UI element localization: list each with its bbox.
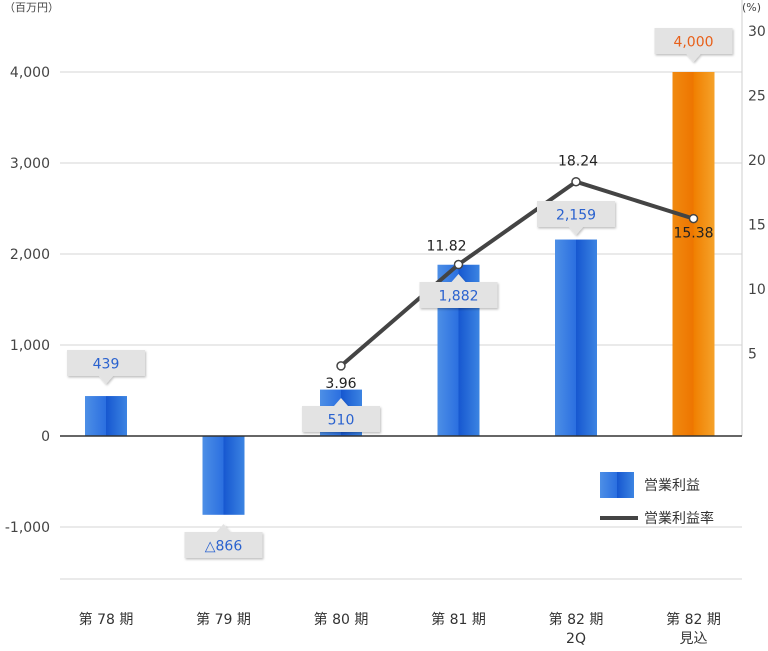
- left-axis-tick-label: 4,000: [10, 65, 50, 81]
- category-sublabel: 2Q: [566, 631, 586, 646]
- callout-box: [419, 274, 498, 308]
- category-label: 第 81 期: [431, 611, 486, 628]
- bar-value-callout: 1,882: [419, 274, 498, 308]
- bar-value-callout: 2,159: [537, 201, 615, 235]
- left-axis-tick-label: 0: [41, 429, 50, 445]
- bar-value-label: 4,000: [673, 35, 713, 51]
- rate-point: [336, 361, 346, 371]
- category-label: 第 80 期: [314, 611, 369, 628]
- left-axis-tick-label: -1,000: [5, 520, 50, 536]
- callout-box: [654, 28, 733, 62]
- category-label: 第 79 期: [196, 611, 251, 628]
- left-axis-tick-label: 2,000: [10, 247, 50, 263]
- right-axis-unit: (%): [742, 1, 761, 14]
- bar-value-label: △866: [205, 539, 243, 555]
- category-label: 第 78 期: [79, 611, 134, 628]
- bar-value-label: 1,882: [438, 289, 478, 305]
- rate-point: [688, 213, 699, 224]
- legend-line-label: 営業利益率: [644, 510, 714, 527]
- bar: [202, 436, 245, 515]
- bar: [85, 396, 127, 436]
- rate-point: [571, 176, 581, 187]
- right-axis-tick-label: 25: [748, 89, 766, 105]
- rate-line: [339, 179, 695, 368]
- rate-value-label: 3.96: [325, 376, 356, 392]
- callout-box: [184, 524, 263, 558]
- bar: [555, 239, 597, 436]
- category-label: 第 82 期: [549, 611, 604, 628]
- legend-bar-swatch: [600, 472, 634, 498]
- right-axis-tick-label: 5: [748, 347, 757, 363]
- left-axis-unit: （百万円）: [4, 1, 59, 14]
- category-sublabel: 見込: [680, 631, 708, 646]
- bar-forecast: [672, 72, 715, 436]
- right-axis-tick-label: 20: [748, 153, 766, 169]
- left-axis-tick-label: 3,000: [10, 156, 50, 172]
- callout-box: [537, 201, 615, 235]
- bar-value-callout: 510: [302, 398, 380, 432]
- right-axis-tick-label: 30: [748, 24, 766, 40]
- right-axis-tick-label: 15: [748, 218, 766, 234]
- bar-value-label: 2,159: [556, 208, 596, 224]
- bar-value-callout: △866: [184, 524, 263, 558]
- bar-value-label: 439: [93, 357, 120, 373]
- bar-value-label: 510: [328, 413, 355, 429]
- rate-value-label: 18.24: [558, 154, 598, 170]
- rate-value-label: 15.38: [673, 226, 713, 242]
- rate-point: [453, 259, 464, 270]
- category-label: 第 82 期: [666, 611, 721, 628]
- right-axis-tick-label: 10: [748, 282, 766, 298]
- callout-box: [67, 350, 145, 384]
- callout-box: [302, 398, 380, 432]
- legend-bar-label: 営業利益: [644, 478, 700, 494]
- bar-value-callout: 439: [67, 350, 145, 384]
- bar-value-callout: 4,000: [654, 28, 733, 62]
- rate-value-label: 11.82: [426, 239, 466, 255]
- left-axis-tick-label: 1,000: [10, 338, 50, 354]
